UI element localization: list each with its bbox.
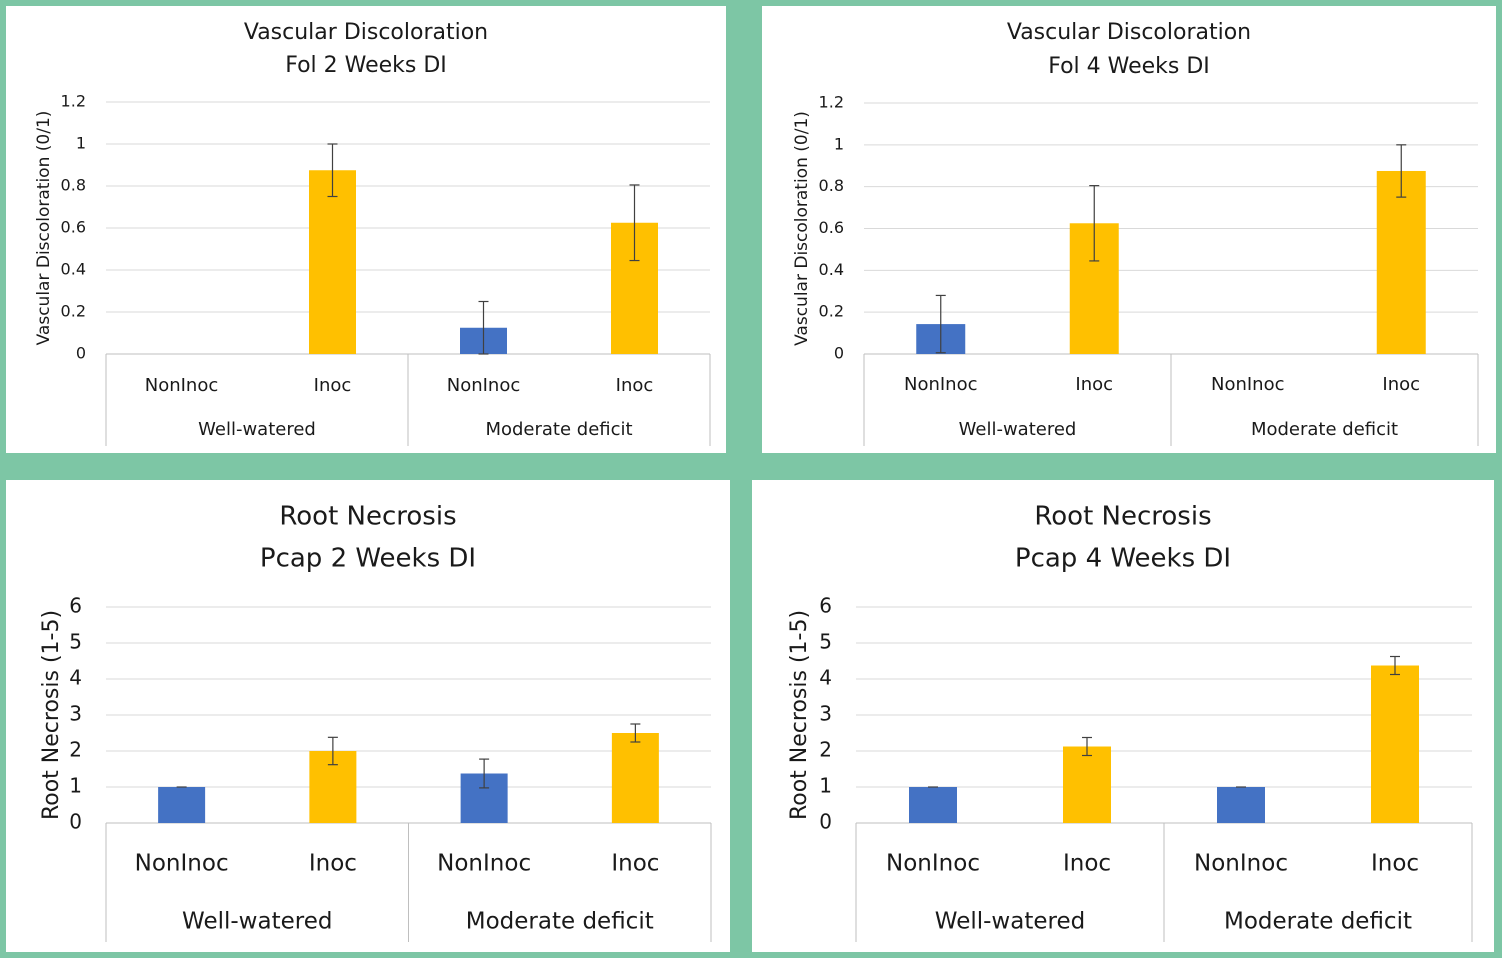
chart-title-line: Fol 2 Weeks DI — [285, 53, 447, 78]
x-category-label: Inoc — [611, 851, 659, 877]
chart-title-line: Pcap 4 Weeks DI — [1015, 544, 1231, 574]
chart-title-line: Fol 4 Weeks DI — [1048, 54, 1210, 79]
chart-title-line: Pcap 2 Weeks DI — [260, 544, 476, 574]
y-tick-label: 5 — [69, 630, 82, 654]
y-tick-label: 0 — [69, 810, 82, 834]
x-group-label: Well-watered — [959, 419, 1077, 440]
chart-panel-root-4wk: Root Necrosis Pcap 4 Weeks DI 0 1 2 3 4 5 6 Root … — [752, 480, 1494, 952]
x-category-label: Inoc — [1382, 374, 1420, 395]
y-tick-label: 0 — [819, 810, 832, 834]
x-category-label: NonInoc — [1211, 374, 1285, 395]
x-group-label: Moderate deficit — [466, 909, 654, 935]
y-tick-label: 3 — [69, 702, 82, 726]
x-group-label: Well-watered — [935, 909, 1085, 935]
bar — [1063, 746, 1111, 823]
y-tick-label: 0.4 — [61, 260, 86, 279]
chart-title-line: Root Necrosis — [279, 502, 456, 532]
chart-panel-root-2wk: Root Necrosis Pcap 2 Weeks DI 0 1 2 3 4 5 6 Root … — [6, 480, 730, 952]
chart-panel-vascular-4wk: Vascular Discoloration Fol 4 Weeks DI 0 0.2… — [762, 6, 1496, 453]
chart-title-line: Vascular Discoloration — [244, 20, 488, 45]
x-category-label: Inoc — [314, 375, 352, 396]
y-tick-label: 0.6 — [61, 218, 86, 237]
y-tick-label: 0.2 — [61, 302, 86, 321]
y-tick-label: 2 — [819, 738, 832, 762]
x-category-label: Inoc — [1075, 374, 1113, 395]
y-tick-label: 0.6 — [819, 218, 844, 237]
y-tick-label: 1 — [69, 774, 82, 798]
x-category-label: NonInoc — [437, 851, 531, 877]
y-tick-label: 0 — [76, 344, 86, 363]
y-tick-label: 5 — [819, 630, 832, 654]
x-group-label: Moderate deficit — [1224, 909, 1412, 935]
bar — [309, 170, 356, 354]
chart-panel-vascular-2wk: Vascular Discoloration Fol 2 Weeks DI 0 0.2… — [6, 6, 726, 453]
chart-svg: Root Necrosis Pcap 2 Weeks DI 0 1 2 3 4 5 6Root … — [39, 502, 712, 942]
y-tick-label: 1 — [76, 134, 86, 153]
x-group-label: Moderate deficit — [1251, 419, 1398, 440]
x-category-label: NonInoc — [904, 374, 978, 395]
y-tick-label: 2 — [69, 738, 82, 762]
y-tick-label: 4 — [69, 666, 82, 690]
chart-title-line: Vascular Discoloration — [1007, 20, 1251, 45]
y-tick-label: 6 — [69, 594, 82, 618]
y-tick-label: 3 — [819, 702, 832, 726]
bar — [909, 787, 957, 823]
y-axis-label: Root Necrosis (1-5) — [39, 610, 64, 820]
chart-svg: Root Necrosis Pcap 4 Weeks DI 0 1 2 3 4 5 6 Root … — [787, 502, 1473, 942]
x-group-label: Well-watered — [198, 419, 316, 440]
y-tick-label: 0 — [834, 344, 844, 363]
x-category-label: Inoc — [1063, 851, 1111, 877]
y-axis-label: Vascular Discoloration (0/1) — [792, 111, 812, 346]
x-group-label: Moderate deficit — [485, 419, 632, 440]
y-tick-label: 0.8 — [61, 176, 86, 195]
bar — [1217, 787, 1265, 823]
bar — [1371, 665, 1419, 823]
x-category-label: NonInoc — [145, 375, 219, 396]
x-category-label: Inoc — [616, 375, 654, 396]
y-tick-label: 1 — [834, 134, 844, 153]
x-category-label: NonInoc — [886, 851, 980, 877]
y-tick-label: 4 — [819, 666, 832, 690]
y-tick-label: 1.2 — [819, 93, 844, 112]
chart-svg: Vascular Discoloration Fol 4 Weeks DI 0 0.2… — [792, 20, 1479, 446]
chart-title-line: Root Necrosis — [1034, 502, 1211, 532]
x-category-label: NonInoc — [1194, 851, 1288, 877]
y-axis-label: Root Necrosis (1-5) — [787, 610, 812, 820]
y-tick-label: 0.8 — [819, 176, 844, 195]
x-category-label: Inoc — [309, 851, 357, 877]
bar — [1376, 170, 1426, 354]
y-tick-label: 6 — [819, 594, 832, 618]
bar — [611, 733, 659, 823]
y-axis-label: Vascular Discoloration (0/1) — [34, 111, 54, 346]
x-category-label: NonInoc — [135, 851, 229, 877]
x-category-label: NonInoc — [447, 375, 521, 396]
y-tick-label: 1 — [819, 774, 832, 798]
y-tick-label: 0.4 — [819, 260, 844, 279]
chart-svg: Vascular Discoloration Fol 2 Weeks DI 0 0.2… — [34, 20, 711, 446]
bar — [158, 787, 206, 823]
y-tick-label: 1.2 — [61, 92, 86, 111]
x-category-label: Inoc — [1371, 851, 1419, 877]
x-group-label: Well-watered — [182, 909, 332, 935]
y-tick-label: 0.2 — [819, 302, 844, 321]
